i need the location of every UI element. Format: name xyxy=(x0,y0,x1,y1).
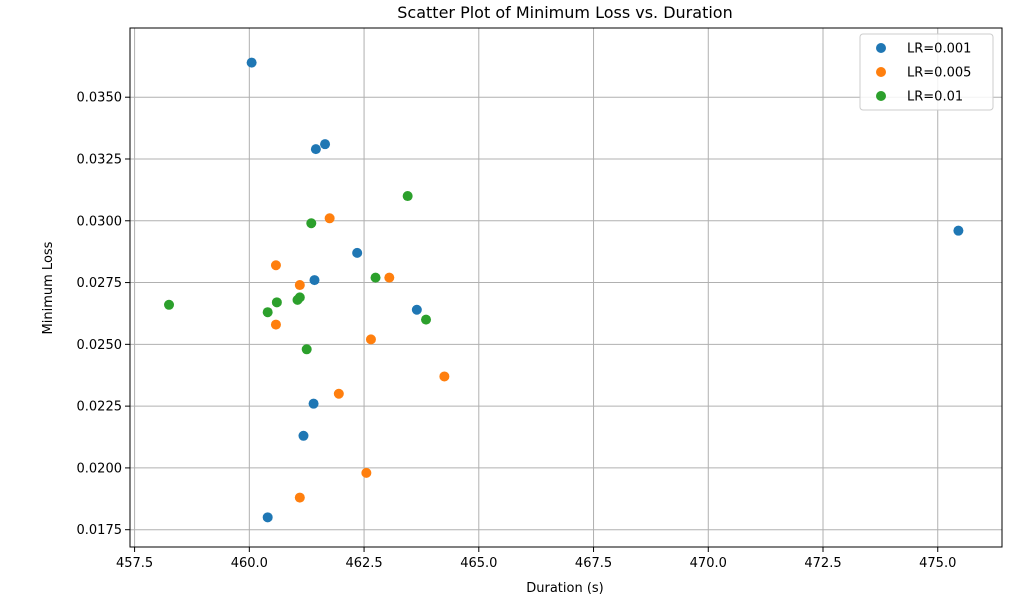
x-tick-label: 462.5 xyxy=(345,556,382,571)
y-tick-label: 0.0175 xyxy=(77,523,123,538)
scatter-point xyxy=(361,467,372,478)
scatter-point xyxy=(333,388,344,399)
scatter-point xyxy=(309,275,320,286)
scatter-point xyxy=(370,272,381,283)
scatter-point xyxy=(411,304,422,315)
data-points xyxy=(164,57,964,523)
scatter-point xyxy=(421,314,432,325)
scatter-point xyxy=(292,294,303,305)
y-tick-label: 0.0250 xyxy=(77,338,123,353)
series-group xyxy=(270,213,450,503)
legend: LR=0.001 LR=0.005 LR=0.01 xyxy=(859,33,994,111)
legend-label: LR=0.001 xyxy=(907,42,971,57)
scatter-point xyxy=(294,280,305,291)
scatter-point xyxy=(262,512,273,523)
x-tick-label: 467.5 xyxy=(575,556,612,571)
x-tick-label: 475.0 xyxy=(919,556,956,571)
scatter-point xyxy=(306,218,317,229)
scatter-point xyxy=(294,492,305,503)
scatter-point xyxy=(270,319,281,330)
plot-area-frame xyxy=(129,27,1003,548)
scatter-point xyxy=(301,344,312,355)
scatter-point xyxy=(320,139,331,150)
scatter-point xyxy=(298,430,309,441)
scatter-point xyxy=(246,57,257,68)
y-tick-label: 0.0350 xyxy=(77,91,123,106)
scatter-point xyxy=(352,247,363,258)
y-tick-label: 0.0225 xyxy=(77,400,123,415)
scatter-point xyxy=(402,191,413,202)
series-group xyxy=(164,191,432,355)
legend-box xyxy=(859,33,994,111)
x-tick-label: 460.0 xyxy=(231,556,268,571)
scatter-point xyxy=(384,272,395,283)
scatter-point xyxy=(439,371,450,382)
scatter-point xyxy=(270,260,281,271)
x-tick-label: 457.5 xyxy=(116,556,153,571)
grid xyxy=(130,28,1002,547)
scatter-point xyxy=(271,297,282,308)
y-tick-label: 0.0200 xyxy=(77,461,123,476)
y-axis: 0.0175 0.0200 0.0225 0.0250 0.0275 0.0300 0.03… xyxy=(77,91,130,538)
legend-marker xyxy=(876,91,886,101)
legend-marker xyxy=(876,43,886,53)
x-axis-title: Duration (s) xyxy=(526,581,604,596)
scatter-point xyxy=(310,144,321,155)
scatter-point xyxy=(308,398,319,409)
y-tick-label: 0.0275 xyxy=(77,276,123,291)
x-tick-label: 470.0 xyxy=(690,556,727,571)
y-axis-title: Minimum Loss xyxy=(41,241,56,334)
chart-title: Scatter Plot of Minimum Loss vs. Duratio… xyxy=(397,3,732,22)
legend-marker xyxy=(876,67,886,77)
scatter-point xyxy=(262,307,273,318)
scatter-point xyxy=(365,334,376,345)
legend-label: LR=0.01 xyxy=(907,90,963,105)
scatter-point xyxy=(324,213,335,224)
series-group xyxy=(246,57,964,523)
y-tick-label: 0.0300 xyxy=(77,214,123,229)
scatter-point xyxy=(164,299,175,310)
legend-label: LR=0.005 xyxy=(907,66,971,81)
x-tick-label: 465.0 xyxy=(460,556,497,571)
x-tick-label: 472.5 xyxy=(804,556,841,571)
x-axis: 457.5 460.0 462.5 465.0 467.5 470.0 472.5 475.0 xyxy=(116,547,956,571)
y-tick-label: 0.0325 xyxy=(77,152,123,167)
scatter-point xyxy=(953,225,964,236)
